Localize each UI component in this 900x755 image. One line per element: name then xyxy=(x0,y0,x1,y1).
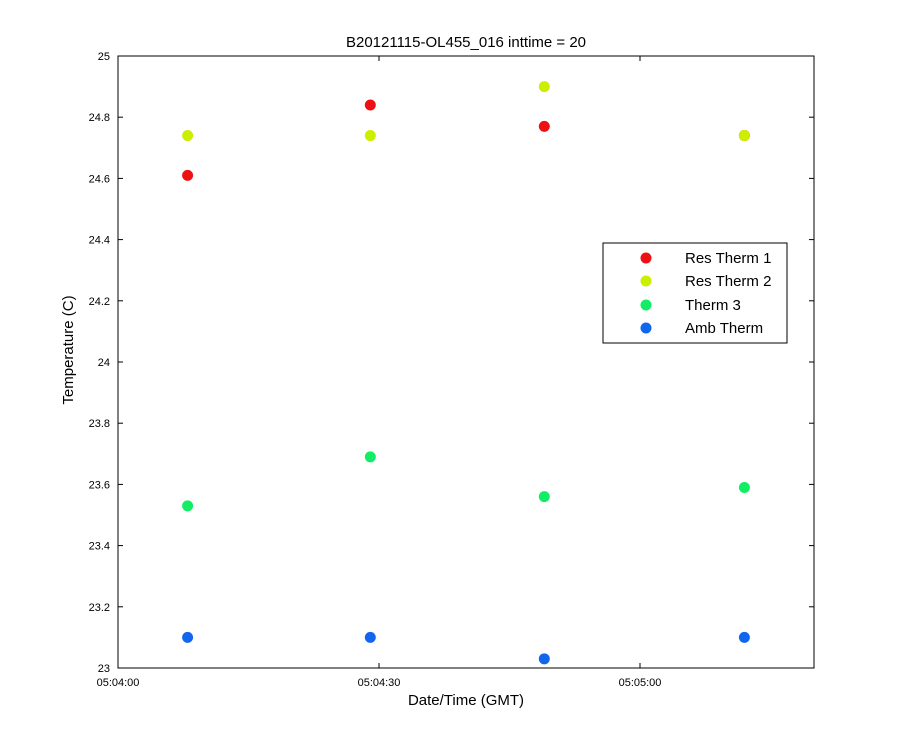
y-tick-label: 23.4 xyxy=(89,541,110,553)
x-axis-title: Date/Time (GMT) xyxy=(408,692,524,709)
y-tick-label: 24.6 xyxy=(89,173,110,185)
y-tick-label: 25 xyxy=(98,51,110,63)
legend-marker-res-therm-1 xyxy=(640,252,652,264)
y-tick-label: 24.2 xyxy=(89,296,110,308)
legend-label-amb-therm: Amb Therm xyxy=(685,320,763,337)
y-axis-title: Temperature (C) xyxy=(60,295,77,404)
y-tick-label: 23.6 xyxy=(89,479,110,491)
plot-area xyxy=(117,55,815,669)
data-point-res-therm-2 xyxy=(538,81,550,93)
y-tick-label: 23 xyxy=(98,663,110,675)
data-point-res-therm-2 xyxy=(364,130,376,142)
x-tick-label: 05:04:30 xyxy=(358,677,401,689)
data-point-amb-therm xyxy=(738,631,750,643)
data-point-res-therm-2 xyxy=(738,130,750,142)
data-point-res-therm-1 xyxy=(364,99,376,111)
y-tick-label: 24.8 xyxy=(89,112,110,124)
series-amb-therm xyxy=(182,631,750,665)
data-point-therm-3 xyxy=(738,481,750,493)
data-point-therm-3 xyxy=(182,500,194,512)
y-tick-label: 24 xyxy=(98,357,110,369)
chart-title: B20121115-OL455_016 inttime = 20 xyxy=(346,34,586,51)
y-axis: 23 23.2 23.4 23.6 23.8 24 24.2 24.4 24.6 24.8 25 xyxy=(89,51,814,675)
series-res-therm-2 xyxy=(182,81,750,142)
legend-box xyxy=(602,242,788,344)
legend-item-amb-therm: Amb Therm xyxy=(640,320,763,337)
data-point-amb-therm xyxy=(182,631,194,643)
series-therm-3 xyxy=(182,451,750,512)
y-tick-label: 24.4 xyxy=(89,235,110,247)
y-tick-label: 23.2 xyxy=(89,602,110,614)
x-tick-label: 05:05:00 xyxy=(619,677,662,689)
data-point-res-therm-2 xyxy=(182,130,194,142)
data-point-res-therm-1 xyxy=(538,120,550,132)
legend-marker-amb-therm xyxy=(640,322,652,334)
legend-item-therm-3: Therm 3 xyxy=(640,297,741,314)
legend-marker-therm-3 xyxy=(640,299,652,311)
data-point-res-therm-1 xyxy=(182,169,194,181)
legend-label-res-therm-1: Res Therm 1 xyxy=(685,250,771,267)
data-point-therm-3 xyxy=(364,451,376,463)
legend-marker-res-therm-2 xyxy=(640,275,652,287)
x-axis: 05:04:00 05:04:30 05:05:00 xyxy=(97,56,662,689)
legend-label-therm-3: Therm 3 xyxy=(685,297,741,314)
data-points xyxy=(182,81,750,665)
x-tick-label: 05:04:00 xyxy=(97,677,140,689)
legend-item-res-therm-2: Res Therm 2 xyxy=(640,273,771,290)
data-point-amb-therm xyxy=(364,631,376,643)
legend: Res Therm 1 Res Therm 2 Therm 3 Amb Ther… xyxy=(602,242,788,344)
data-point-amb-therm xyxy=(538,653,550,665)
data-point-therm-3 xyxy=(538,491,550,503)
legend-item-res-therm-1: Res Therm 1 xyxy=(640,250,771,267)
legend-label-res-therm-2: Res Therm 2 xyxy=(685,273,771,290)
y-tick-label: 23.8 xyxy=(89,418,110,430)
